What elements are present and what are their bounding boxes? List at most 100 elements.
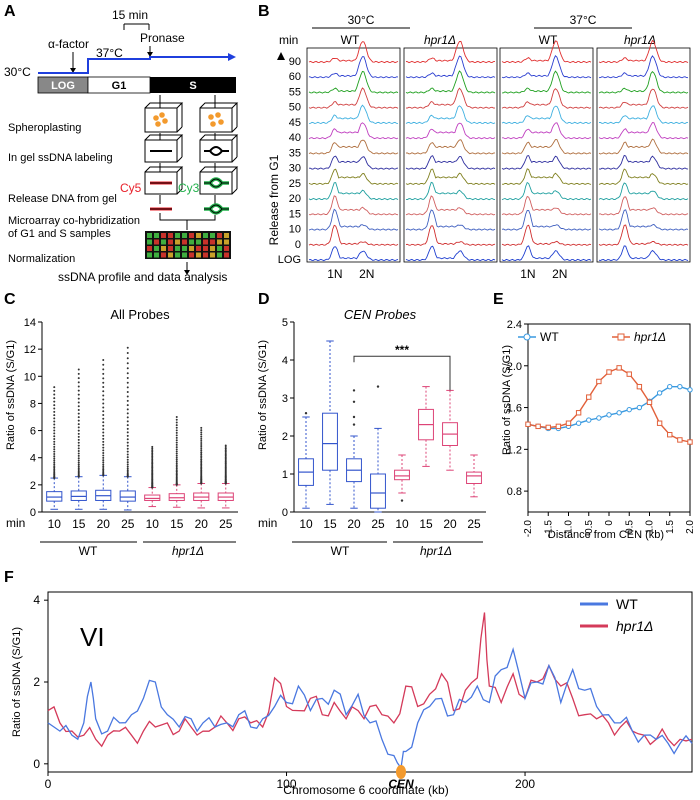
histogram-trace	[598, 39, 689, 64]
peak-1n-label: 1N	[520, 267, 535, 281]
outlier-point	[151, 455, 154, 458]
outlier-point	[102, 410, 105, 413]
series-line-0	[527, 386, 691, 430]
histogram-trace	[308, 168, 399, 185]
histogram-trace	[308, 87, 399, 109]
alpha-factor-label: α-factor	[48, 37, 89, 51]
release-axis-label: Release from G1	[267, 154, 281, 245]
outlier-point	[53, 426, 56, 429]
outlier-point	[151, 447, 154, 450]
histogram-trace	[405, 105, 496, 125]
histogram-trace	[598, 122, 689, 140]
outlier-point	[77, 419, 80, 422]
box-iqr	[144, 494, 161, 501]
row-label-10: 10	[289, 224, 301, 236]
microarray-spot	[210, 239, 215, 245]
outlier-point	[102, 446, 105, 449]
legend-marker-hpr1	[617, 333, 625, 341]
series-point	[677, 383, 683, 390]
chart-c: 0 2 4 6 8 10 12 14 10 15 20 25 10 15 20 25	[24, 317, 238, 531]
outlier-point	[175, 458, 178, 461]
outlier-point	[102, 406, 105, 409]
series-point	[667, 432, 673, 438]
x-tick-label: 200	[515, 777, 535, 791]
microarray-spot	[189, 239, 194, 245]
microarray-spot	[161, 246, 166, 251]
histogram-trace	[405, 245, 496, 262]
series-point	[626, 406, 632, 413]
chart-f-xlabel: Chromosome 6 coordinate (kb)	[283, 783, 448, 797]
step-normalization: Normalization	[8, 253, 75, 265]
outlier-point	[77, 389, 80, 392]
outlier-point	[200, 453, 203, 456]
y-tick-label: 2.4	[507, 319, 522, 331]
series-point	[656, 390, 663, 396]
outlier-point	[224, 444, 227, 447]
panel-a-letter: A	[4, 3, 16, 20]
outlier-point	[175, 429, 178, 432]
x-tick-label: 0	[604, 520, 615, 526]
legend-label-hpr1: hpr1Δ	[616, 618, 653, 634]
histogram-panel-frame	[403, 47, 498, 263]
outlier-point	[175, 439, 178, 442]
outlier-point	[400, 499, 404, 502]
histogram-trace	[309, 155, 399, 170]
microarray-spot	[224, 246, 229, 251]
histogram-trace	[308, 208, 399, 231]
series-point	[616, 365, 622, 371]
legend-marker-wt	[523, 333, 531, 341]
outlier-point	[77, 381, 80, 384]
histogram-trace	[501, 168, 592, 185]
outlier-point	[77, 368, 80, 371]
chromosome-label: VI	[80, 622, 105, 652]
merge-arrow	[159, 213, 216, 221]
x-tick-label: 100	[277, 777, 297, 791]
histogram-trace	[501, 88, 592, 109]
outlier-point	[126, 399, 129, 402]
microarray-spot	[147, 252, 152, 258]
outlier-point	[175, 441, 178, 444]
microarray-spot	[154, 233, 159, 238]
x-tick-label: -2.0	[523, 520, 534, 538]
outlier-point	[77, 372, 80, 375]
outlier-point	[200, 441, 203, 444]
outlier-point	[126, 453, 129, 456]
tube-s-labeled	[199, 166, 239, 195]
x-tick-label: 0.5	[624, 520, 635, 534]
outlier-point	[77, 377, 80, 380]
panel-c-letter: C	[4, 291, 16, 308]
outlier-point	[126, 472, 129, 475]
outlier-point	[102, 456, 105, 459]
histogram-trace	[308, 246, 399, 262]
outlier-point	[77, 470, 80, 473]
microarray-spot	[175, 239, 180, 245]
series-point	[565, 420, 572, 426]
outlier-point	[175, 450, 178, 453]
microarray-spot	[168, 239, 173, 245]
panel-e-letter: E	[493, 291, 504, 308]
microarray-spot	[210, 246, 215, 251]
outlier-point	[77, 449, 80, 452]
outlier-point	[102, 424, 105, 427]
outlier-point	[175, 436, 178, 439]
cell-icon	[208, 114, 214, 120]
outlier-point	[376, 385, 380, 388]
pronase-label: Pronase	[140, 31, 185, 45]
box-iqr	[168, 493, 185, 501]
histogram-trace	[598, 209, 689, 231]
x-tick-label: 25	[121, 517, 135, 531]
outlier-point	[102, 377, 105, 380]
x-tick-label: 20	[97, 517, 111, 531]
outlier-point	[102, 381, 105, 384]
histogram-trace	[405, 40, 495, 64]
cy5-label: Cy5	[120, 181, 142, 195]
outlier-point	[77, 416, 80, 419]
outlier-point	[126, 408, 129, 411]
outlier-point	[200, 435, 203, 438]
y-tick-label: 10	[24, 371, 36, 383]
histogram-trace	[501, 139, 592, 155]
series-point	[636, 383, 643, 390]
histogram-trace	[502, 122, 592, 140]
cell-icon	[153, 115, 159, 121]
